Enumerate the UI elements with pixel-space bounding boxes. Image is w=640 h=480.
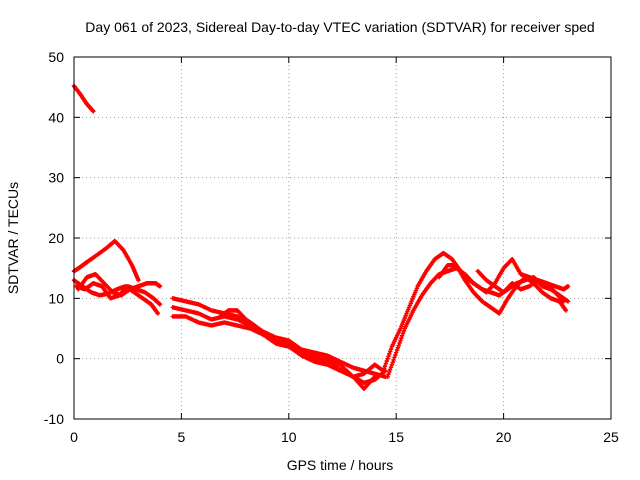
data-point (157, 302, 163, 307)
y-tick-label: -10 (44, 411, 64, 427)
data-point (396, 343, 401, 348)
data-point (399, 335, 404, 341)
data-point (400, 333, 405, 338)
data-point (397, 340, 402, 346)
data-point (401, 328, 407, 334)
axis-ticks: 0 5 10 15 20 25 -10 0 10 20 30 40 50 (44, 49, 619, 445)
chart-title: Day 061 of 2023, Sidereal Day-to-day VTE… (85, 19, 594, 35)
x-axis-label: GPS time / hours (287, 457, 394, 473)
plot-frame (73, 56, 612, 420)
data-point (157, 284, 163, 289)
data-point (384, 358, 389, 364)
y-tick-label: 30 (48, 170, 64, 186)
data-point (385, 356, 390, 361)
data-point (136, 278, 141, 283)
data-point (381, 366, 387, 371)
data-point (388, 364, 394, 370)
data-point (565, 284, 571, 289)
x-tick-label: 10 (281, 429, 297, 445)
data-points (71, 83, 571, 392)
x-tick-label: 5 (178, 429, 186, 445)
data-point (252, 323, 257, 328)
x-tick-label: 0 (70, 429, 78, 445)
y-axis-label: SDTVAR / TECUs (5, 182, 21, 294)
series-track-a (71, 83, 96, 114)
data-point (565, 299, 571, 304)
data-point (383, 361, 389, 366)
data-point (394, 348, 400, 353)
data-point (388, 346, 394, 352)
data-point (390, 360, 395, 365)
series-track-j (308, 250, 571, 379)
data-point (91, 109, 96, 114)
data-point (392, 355, 397, 360)
y-tick-label: 10 (48, 290, 64, 306)
data-point (391, 357, 396, 363)
data-point (387, 367, 393, 372)
y-tick-label: 50 (48, 49, 64, 65)
y-tick-label: 20 (48, 230, 64, 246)
data-point (381, 368, 386, 373)
grid-lines (74, 57, 611, 419)
data-point (563, 308, 569, 313)
series-track-f (170, 296, 388, 379)
data-point (155, 311, 160, 316)
data-point (385, 374, 390, 379)
data-point (561, 299, 566, 304)
series-track-i (217, 308, 257, 328)
x-tick-label: 20 (496, 429, 512, 445)
data-point (398, 338, 403, 343)
series-track-b (71, 238, 141, 283)
series-track-h (170, 314, 377, 392)
data-point (387, 369, 392, 375)
series-track-m (475, 268, 566, 304)
data-point (387, 351, 392, 357)
y-tick-label: 0 (56, 351, 64, 367)
data-point (400, 331, 406, 336)
data-point (386, 354, 391, 359)
data-point (394, 350, 399, 355)
data-point (395, 345, 401, 351)
series-track-l (436, 262, 569, 316)
x-tick-label: 25 (603, 429, 619, 445)
x-tick-label: 15 (388, 429, 404, 445)
series-track-e (73, 281, 163, 307)
data-point (393, 352, 398, 358)
data-point (386, 372, 391, 377)
y-tick-label: 40 (48, 109, 64, 125)
data-point (372, 374, 377, 379)
data-point (389, 362, 395, 367)
data-point (387, 349, 393, 354)
data-point (382, 363, 388, 369)
